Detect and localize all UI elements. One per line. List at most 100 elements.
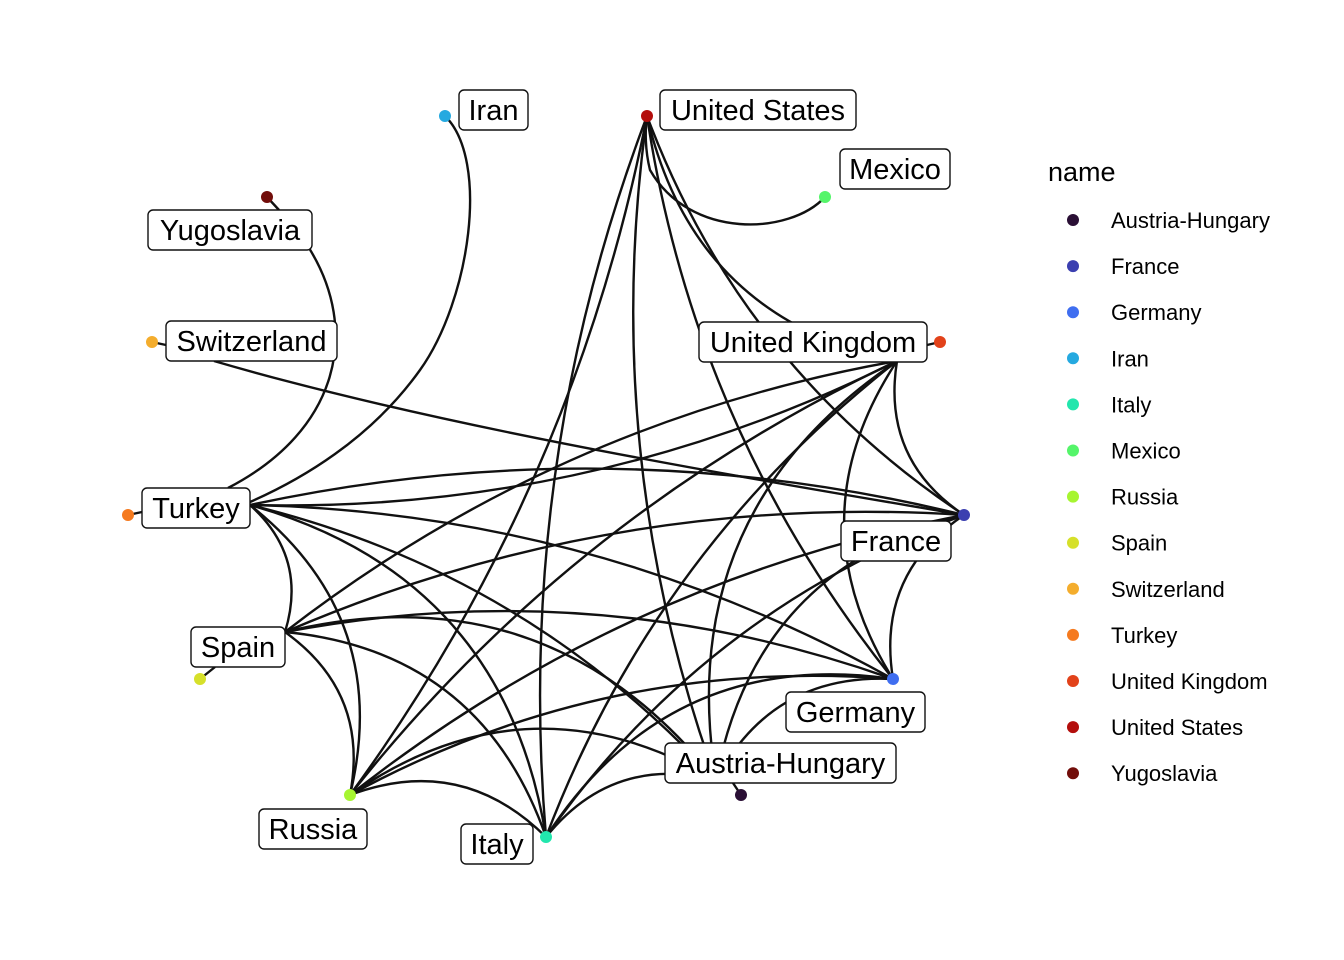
legend-item-switzerland: Switzerland <box>1067 577 1225 602</box>
edge-france-turkey <box>249 467 965 517</box>
legend-key-russia <box>1067 490 1079 503</box>
edge-spain-turkey <box>249 504 293 633</box>
node-label-box-germany <box>785 691 926 733</box>
edge-iran-turkey <box>249 115 472 504</box>
node-united-kingdom <box>934 336 946 348</box>
legend-label-austria-hungary: Austria-Hungary <box>1111 208 1270 233</box>
legend-label-switzerland: Switzerland <box>1111 577 1225 602</box>
node-label-switzerland: Switzerland <box>165 320 338 362</box>
edge-germany-italy <box>544 673 894 838</box>
edge-united-states-austria-hungary <box>632 115 718 781</box>
node-label-box-yugoslavia <box>147 209 313 251</box>
node-label-russia: Russia <box>258 808 368 850</box>
node-label-text-iran: Iran <box>469 95 519 127</box>
edge-germany-russia <box>349 674 894 797</box>
node-label-box-france <box>840 520 952 562</box>
legend-title: name <box>1048 157 1116 187</box>
legend-key-austria-hungary <box>1067 214 1079 226</box>
legend-label-mexico: Mexico <box>1111 439 1181 464</box>
edge-united-kingdom-italy <box>544 360 898 838</box>
legend-item-united-kingdom: United Kingdom <box>1067 669 1268 694</box>
node-label-box-united-states <box>659 89 857 131</box>
node-label-germany: Germany <box>785 691 926 733</box>
node-label-box-iran <box>458 89 529 131</box>
node-label-france: France <box>840 520 952 562</box>
legend-key-spain <box>1067 536 1079 549</box>
node-label-italy: Italy <box>460 823 534 865</box>
legend-item-united-states: United States <box>1067 715 1243 740</box>
edge-russia-turkey <box>249 504 361 796</box>
node-label-text-spain: Spain <box>201 632 275 664</box>
node-label-text-italy: Italy <box>470 829 524 861</box>
node-label-box-spain <box>190 626 286 668</box>
legend-key-italy <box>1067 398 1079 411</box>
node-italy <box>540 831 552 843</box>
legend-label-germany: Germany <box>1111 300 1201 325</box>
node-mexico <box>819 191 831 203</box>
legend-item-germany: Germany <box>1067 300 1201 325</box>
edge-united-states-italy <box>538 115 649 838</box>
edges-layer <box>127 115 965 838</box>
node-label-turkey: Turkey <box>141 487 251 529</box>
node-switzerland <box>146 336 158 348</box>
legend-item-mexico: Mexico <box>1067 439 1181 464</box>
node-label-text-yugoslavia: Yugoslavia <box>160 215 301 247</box>
edge-russia-spain <box>284 631 355 796</box>
node-label-box-switzerland <box>165 320 338 362</box>
edge-united-kingdom-austria-hungary <box>707 360 898 781</box>
edge-united-kingdom-germany <box>842 360 899 680</box>
edge-united-kingdom-russia <box>349 359 898 796</box>
node-label-austria-hungary: Austria-Hungary <box>664 742 897 784</box>
legend-item-yugoslavia: Yugoslavia <box>1067 761 1218 786</box>
legend-item-italy: Italy <box>1067 392 1151 417</box>
legend-item-france: France <box>1067 254 1179 279</box>
node-label-united-kingdom: United Kingdom <box>698 321 928 363</box>
node-label-iran: Iran <box>458 89 529 131</box>
node-label-mexico: Mexico <box>839 148 951 190</box>
legend-item-russia: Russia <box>1067 485 1179 510</box>
edge-united-states-russia <box>349 115 649 796</box>
node-label-united-states: United States <box>659 89 857 131</box>
legend-label-united-kingdom: United Kingdom <box>1111 669 1268 694</box>
legend-key-germany <box>1067 306 1079 319</box>
legend-label-spain: Spain <box>1111 531 1167 556</box>
node-label-text-united-states: United States <box>671 95 845 127</box>
legend-key-united-states <box>1067 721 1079 734</box>
node-spain <box>194 673 206 685</box>
edge-france-spain <box>284 510 965 634</box>
legend-key-united-kingdom <box>1067 675 1079 687</box>
edge-italy-turkey <box>249 503 548 838</box>
legend-label-turkey: Turkey <box>1111 623 1177 648</box>
edge-austria-hungary-turkey <box>249 503 717 781</box>
legend-label-united-states: United States <box>1111 715 1243 740</box>
legend-key-switzerland <box>1067 582 1079 595</box>
node-germany <box>887 673 899 685</box>
legend-label-iran: Iran <box>1111 346 1149 371</box>
node-label-text-switzerland: Switzerland <box>177 326 327 358</box>
node-label-yugoslavia: Yugoslavia <box>147 209 313 251</box>
edge-united-kingdom-turkey <box>249 359 898 507</box>
node-united-states <box>641 110 653 122</box>
edge-austria-hungary-russia <box>349 727 717 796</box>
node-label-box-austria-hungary <box>664 742 897 784</box>
node-iran <box>439 110 451 122</box>
node-label-text-russia: Russia <box>269 814 359 846</box>
edge-united-kingdom-france <box>893 360 965 516</box>
legend-item-spain: Spain <box>1067 531 1167 556</box>
edge-germany-spain <box>284 609 894 681</box>
edge-austria-hungary-spain <box>284 616 717 781</box>
legend-item-turkey: Turkey <box>1067 623 1177 648</box>
node-austria-hungary <box>735 789 747 801</box>
legend-label-russia: Russia <box>1111 485 1179 510</box>
node-russia <box>344 789 356 801</box>
node-label-box-united-kingdom <box>698 321 928 363</box>
legend-label-france: France <box>1111 254 1179 279</box>
node-yugoslavia <box>261 191 273 203</box>
legend-key-mexico <box>1067 444 1079 457</box>
edge-united-states-germany <box>645 115 894 680</box>
node-label-box-italy <box>460 823 534 865</box>
legend-key-iran <box>1067 352 1079 365</box>
node-france <box>958 509 970 521</box>
node-label-box-russia <box>258 808 368 850</box>
